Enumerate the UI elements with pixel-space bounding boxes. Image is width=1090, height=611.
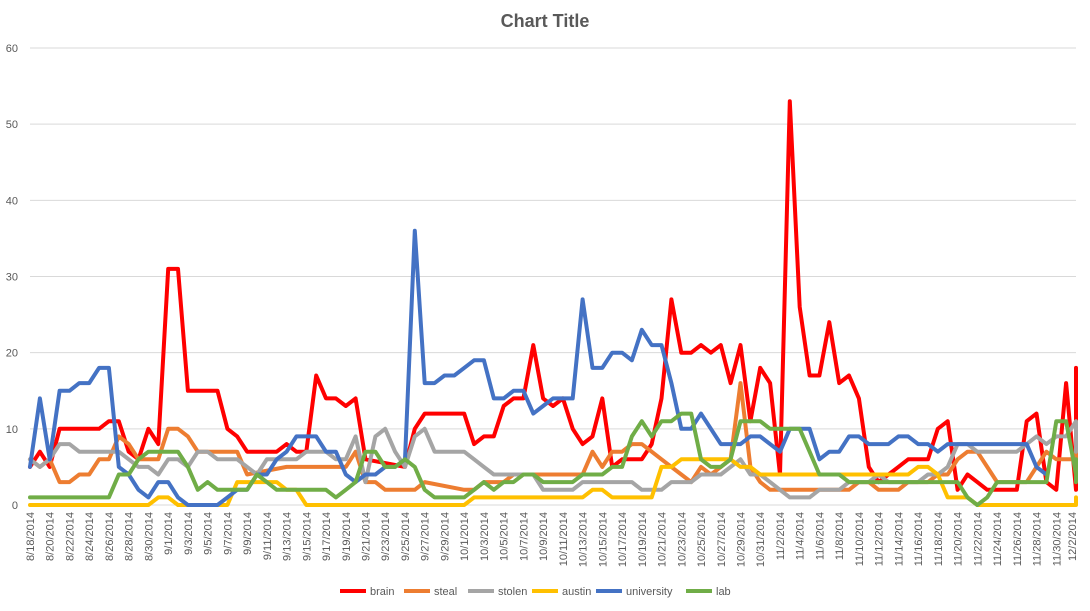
x-tick-label: 10/19/2014: [637, 512, 649, 567]
y-tick-label: 60: [6, 43, 18, 55]
x-tick-label: 11/10/2014: [854, 512, 866, 566]
x-tick-label: 10/5/2014: [499, 512, 511, 561]
x-tick-label: 9/17/2014: [321, 512, 333, 561]
x-tick-label: 10/29/2014: [736, 512, 748, 567]
series-line-austin: [28, 457, 1078, 507]
x-tick-label: 9/7/2014: [222, 512, 234, 555]
series-line-steal: [28, 381, 1078, 492]
legend-item-steal: steal: [404, 586, 457, 598]
legend-label: brain: [370, 586, 394, 598]
series-brain: [28, 99, 1078, 492]
legend-item-lab: lab: [686, 586, 731, 598]
x-tick-label: 8/22/2014: [65, 512, 77, 561]
x-tick-label: 8/20/2014: [45, 512, 57, 561]
x-tick-label: 10/23/2014: [676, 512, 688, 567]
legend-item-austin: austin: [532, 586, 591, 598]
y-tick-label: 20: [6, 348, 18, 360]
legend-label: university: [626, 586, 673, 598]
x-tick-label: 9/15/2014: [301, 512, 313, 561]
x-tick-label: 10/17/2014: [617, 512, 629, 567]
x-tick-label: 8/24/2014: [84, 512, 96, 561]
chart-title: Chart Title: [501, 11, 590, 31]
x-tick-label: 9/21/2014: [361, 512, 373, 561]
x-tick-label: 11/30/2014: [1051, 512, 1063, 566]
x-tick-label: 11/4/2014: [795, 512, 807, 560]
legend-item-stolen: stolen: [468, 586, 527, 598]
x-tick-label: 11/6/2014: [814, 512, 826, 560]
legend: brain steal stolen austin university lab: [340, 586, 731, 598]
x-tick-label: 9/13/2014: [282, 512, 294, 561]
legend-label: lab: [716, 586, 731, 598]
legend-label: austin: [562, 586, 591, 598]
x-tick-label: 8/18/2014: [25, 512, 37, 561]
x-tick-label: 10/21/2014: [657, 512, 669, 567]
legend-item-university: university: [596, 586, 673, 598]
x-tick-label: 11/12/2014: [874, 512, 886, 566]
legend-label: stolen: [498, 586, 527, 598]
x-axis-ticks: 8/18/2014 8/20/2014 8/22/2014 8/24/2014 8/26…: [25, 512, 1079, 567]
series-steal: [28, 381, 1078, 492]
y-tick-label: 30: [6, 272, 18, 284]
x-tick-label: 11/24/2014: [992, 512, 1004, 566]
series-line-lab: [28, 411, 1078, 507]
x-tick-label: 8/30/2014: [143, 512, 155, 561]
y-tick-label: 10: [6, 424, 18, 436]
x-tick-label: 9/27/2014: [420, 512, 432, 561]
x-tick-label: 10/31/2014: [755, 512, 767, 567]
y-tick-label: 50: [6, 119, 18, 131]
y-tick-label: 0: [12, 500, 18, 512]
x-tick-label: 10/15/2014: [597, 512, 609, 567]
x-tick-label: 9/11/2014: [262, 512, 274, 560]
x-tick-label: 10/3/2014: [479, 512, 491, 561]
x-tick-label: 11/22/2014: [972, 512, 984, 566]
x-tick-label: 9/3/2014: [183, 512, 195, 555]
series-lines: [28, 99, 1078, 507]
x-tick-label: 9/25/2014: [400, 512, 412, 561]
x-tick-label: 12/2/2014: [1067, 512, 1079, 561]
x-tick-label: 11/26/2014: [1012, 512, 1024, 566]
x-tick-label: 8/28/2014: [124, 512, 136, 561]
y-axis-ticks: 0 10 20 30 40 50 60: [6, 43, 18, 512]
x-tick-label: 10/13/2014: [578, 512, 590, 567]
series-lab: [28, 411, 1078, 507]
x-tick-label: 10/11/2014: [558, 512, 570, 566]
x-tick-label: 11/2/2014: [775, 512, 787, 560]
x-tick-label: 9/29/2014: [440, 512, 452, 561]
x-tick-label: 9/19/2014: [341, 512, 353, 561]
x-tick-label: 9/9/2014: [242, 512, 254, 555]
x-tick-label: 9/1/2014: [163, 512, 175, 555]
x-tick-label: 11/8/2014: [834, 512, 846, 560]
y-tick-label: 40: [6, 195, 18, 207]
x-tick-label: 10/27/2014: [716, 512, 728, 567]
x-tick-label: 10/25/2014: [696, 512, 708, 567]
x-tick-label: 9/23/2014: [380, 512, 392, 561]
series-line-brain: [28, 99, 1078, 492]
x-tick-label: 10/1/2014: [459, 512, 471, 561]
legend-label: steal: [434, 586, 457, 598]
x-tick-label: 11/14/2014: [893, 512, 905, 566]
x-tick-label: 9/5/2014: [203, 512, 215, 555]
x-tick-label: 11/16/2014: [913, 512, 925, 566]
x-tick-label: 8/26/2014: [104, 512, 116, 561]
x-tick-label: 11/18/2014: [933, 512, 945, 566]
x-tick-label: 11/20/2014: [953, 512, 965, 566]
legend-item-brain: brain: [340, 586, 394, 598]
series-austin: [28, 457, 1078, 507]
series-university: [28, 228, 1049, 507]
x-tick-label: 11/28/2014: [1032, 512, 1044, 566]
x-tick-label: 10/7/2014: [518, 512, 530, 561]
series-line-university: [28, 228, 1049, 507]
x-tick-label: 10/9/2014: [538, 512, 550, 561]
